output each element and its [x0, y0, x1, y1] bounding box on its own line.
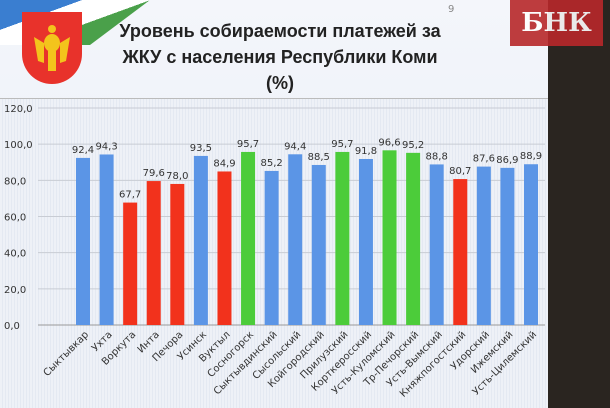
page-number: 9	[448, 4, 455, 15]
title-line-1: Уровень собираемости платежей за	[119, 21, 441, 41]
bar	[476, 166, 491, 325]
bar	[217, 171, 232, 325]
bar	[382, 150, 397, 325]
data-label: 92,4	[72, 145, 94, 156]
bar-chart: 0,0 20,0 40,0 60,0 80,0 100,0 120,0 92,4 Сыктывк…	[4, 104, 545, 400]
bar	[524, 164, 538, 325]
data-label: 67,7	[119, 190, 141, 201]
bar	[335, 151, 350, 325]
data-label: 88,8	[426, 151, 448, 162]
bar	[76, 157, 90, 325]
y-tick-label: 40,0	[4, 249, 26, 260]
title-line-2: ЖКУ с населения Республики Коми (%)	[122, 47, 438, 93]
data-label: 95,2	[402, 140, 424, 151]
bar	[170, 183, 185, 325]
data-label: 87,6	[473, 154, 495, 165]
data-label: 88,9	[520, 151, 542, 162]
data-label: 88,5	[308, 152, 330, 163]
y-tick-label: 60,0	[4, 213, 26, 224]
y-tick-label: 0,0	[4, 321, 20, 332]
bar	[146, 181, 161, 325]
data-label: 95,7	[331, 139, 353, 150]
bar	[453, 179, 468, 325]
bar	[123, 202, 138, 325]
data-label: 86,9	[496, 155, 518, 166]
chart-title: Уровень собираемости платежей за ЖКУ с н…	[110, 18, 450, 96]
data-label: 80,7	[449, 166, 471, 177]
komi-coat-of-arms-icon	[22, 12, 82, 84]
data-label: 94,4	[284, 141, 306, 152]
y-tick-label: 20,0	[4, 285, 26, 296]
data-label: 91,8	[355, 146, 377, 157]
y-tick-label: 120,0	[4, 104, 33, 115]
bar	[358, 158, 373, 325]
slide: Уровень собираемости платежей за ЖКУ с н…	[0, 0, 548, 408]
bar	[241, 151, 256, 325]
x-tick-label: Сыктывкар	[42, 329, 92, 379]
bnk-watermark-logo: БНК	[510, 0, 603, 46]
data-label: 96,6	[378, 137, 400, 148]
chart-area: 0,0 20,0 40,0 60,0 80,0 100,0 120,0 92,4 Сыктывк…	[0, 98, 548, 408]
data-label: 93,5	[190, 143, 212, 154]
bar	[406, 152, 421, 325]
bar	[429, 164, 444, 325]
bar	[264, 170, 279, 325]
data-label: 95,7	[237, 139, 259, 150]
data-label: 85,2	[260, 158, 282, 169]
bar	[311, 164, 326, 325]
data-label: 79,6	[143, 168, 165, 179]
data-label: 84,9	[213, 158, 235, 169]
bar	[500, 167, 515, 325]
data-label: 78,0	[166, 171, 188, 182]
y-tick-label: 100,0	[4, 140, 33, 151]
bar	[99, 154, 114, 325]
bar	[193, 155, 208, 325]
bar	[288, 154, 303, 325]
data-label: 94,3	[95, 141, 117, 152]
y-tick-label: 80,0	[4, 176, 26, 187]
